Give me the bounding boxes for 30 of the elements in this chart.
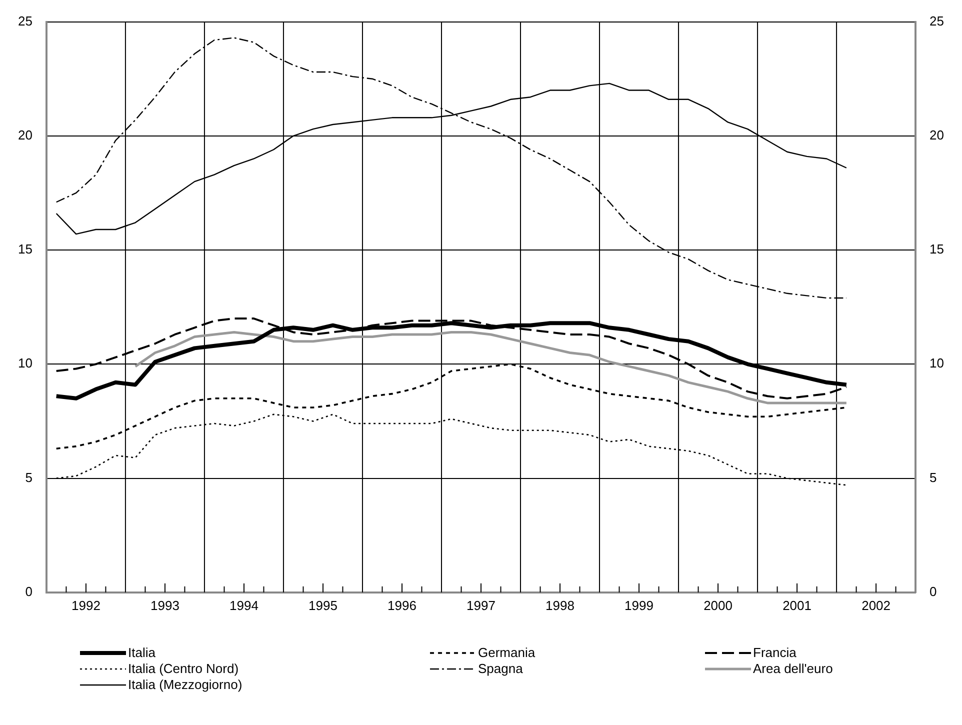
x-tick-label: 1996 (388, 598, 416, 613)
legend-label: Italia (128, 645, 156, 660)
legend-label: Francia (753, 645, 796, 660)
legend-label: Spagna (478, 661, 523, 676)
x-tick-label: 1993 (150, 598, 180, 613)
y-tick-label: 0 (25, 584, 32, 599)
x-tick-label: 1999 (624, 598, 654, 613)
y2-tick-label: 25 (930, 13, 944, 28)
y-tick-label: 15 (18, 242, 32, 257)
x-tick-label: 2000 (704, 598, 732, 613)
y2-tick-label: 0 (930, 584, 937, 599)
x-tick-label: 1992 (72, 598, 100, 613)
x-tick-label: 1997 (466, 598, 496, 613)
legend-label: Italia (Centro Nord) (128, 661, 239, 676)
y2-tick-label: 20 (930, 128, 944, 142)
legend-label: Germania (478, 645, 536, 660)
x-tick-label: 2001 (782, 598, 812, 613)
y2-tick-label: 15 (930, 242, 944, 257)
x-tick-label: 1994 (230, 598, 258, 613)
x-tick-label: 1998 (546, 598, 574, 613)
legend-label: Area dell'euro (753, 661, 833, 676)
y2-tick-label: 5 (930, 470, 937, 485)
x-tick-label: 2002 (862, 598, 890, 613)
legend-label: Italia (Mezzogiorno) (128, 677, 242, 692)
y-tick-label: 5 (25, 470, 32, 485)
x-tick-label: 1995 (308, 598, 338, 613)
y-tick-label: 20 (18, 128, 32, 142)
y2-tick-label: 10 (930, 356, 944, 371)
y-tick-label: 25 (18, 13, 32, 28)
y-tick-label: 10 (18, 356, 32, 371)
